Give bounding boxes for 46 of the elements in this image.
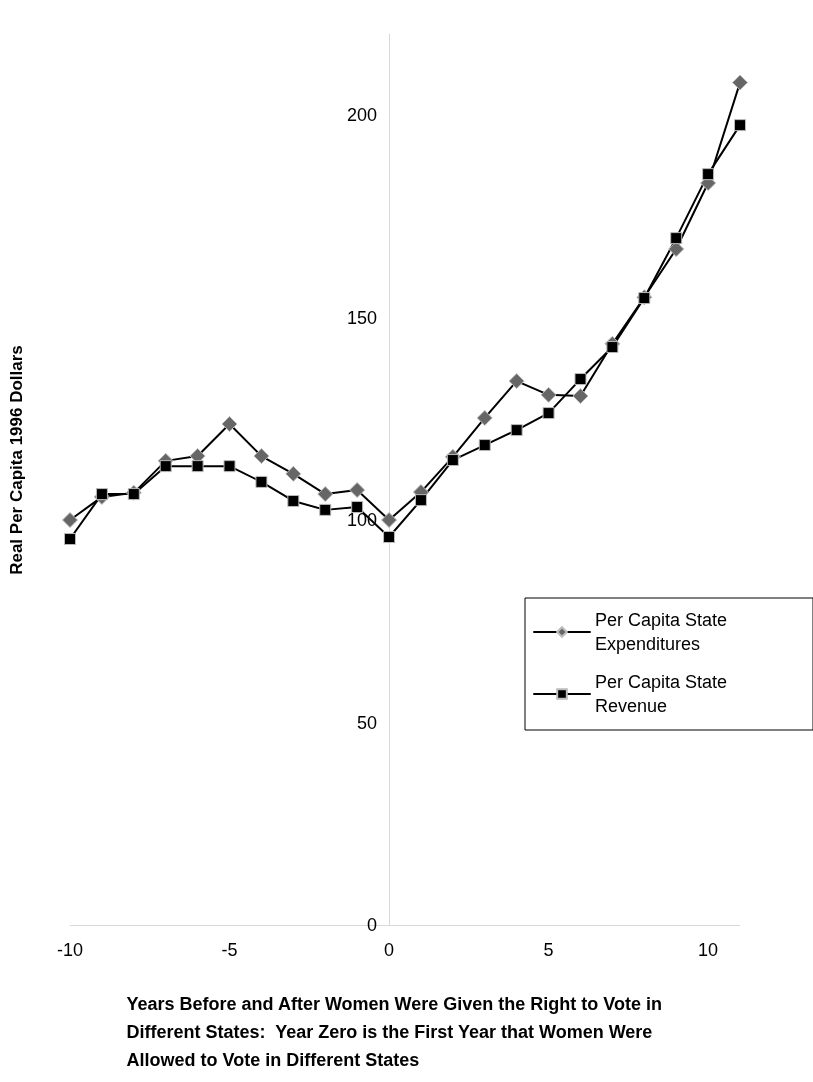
- point: [446, 454, 459, 467]
- point: [62, 512, 78, 528]
- point: [191, 460, 204, 473]
- point: [64, 533, 76, 546]
- point: [508, 373, 525, 390]
- point: [414, 494, 427, 507]
- point: [287, 494, 300, 507]
- y-tick-label: 200: [347, 105, 378, 125]
- legend-label: Per Capita State Expenditures: [595, 610, 733, 654]
- x-axis-title: Years Before and After Women Were Given the Right to Vote in Different States: Year Zero is the First Year that Women Were Allowed to Vote in Different States: [126, 994, 667, 1070]
- x-tick-label: -10: [56, 940, 84, 960]
- point: [317, 486, 334, 503]
- x-tick-label: 0: [384, 940, 395, 960]
- y-tick-label: 0: [367, 915, 378, 935]
- point: [319, 503, 332, 516]
- text: Real Per Capita 1996 Dollars: [6, 345, 26, 575]
- point: [255, 475, 268, 488]
- point: [540, 386, 557, 403]
- point: [221, 416, 238, 433]
- point: [702, 168, 715, 181]
- point: [159, 460, 172, 473]
- point: [285, 465, 302, 482]
- point: [95, 488, 108, 501]
- point: [734, 119, 746, 132]
- point: [223, 460, 236, 473]
- point: [127, 488, 140, 501]
- x-tick-label: 5: [543, 940, 554, 960]
- point: [381, 512, 398, 528]
- point: [542, 407, 555, 420]
- legend-label: Per Capita State Revenue: [595, 672, 733, 716]
- point: [476, 409, 493, 426]
- point: [606, 341, 619, 354]
- point: [732, 74, 748, 91]
- point: [383, 531, 396, 544]
- point: [670, 232, 683, 245]
- y-tick-label: 50: [357, 712, 378, 733]
- point: [572, 388, 589, 405]
- point: [253, 448, 270, 465]
- point: [668, 241, 685, 258]
- x-tick-label: 10: [698, 940, 719, 960]
- x-tick-label: -5: [221, 940, 238, 960]
- point: [349, 482, 366, 499]
- point: [574, 373, 587, 386]
- point: [478, 439, 491, 452]
- point: [510, 424, 523, 437]
- y-tick-label: 150: [347, 307, 378, 328]
